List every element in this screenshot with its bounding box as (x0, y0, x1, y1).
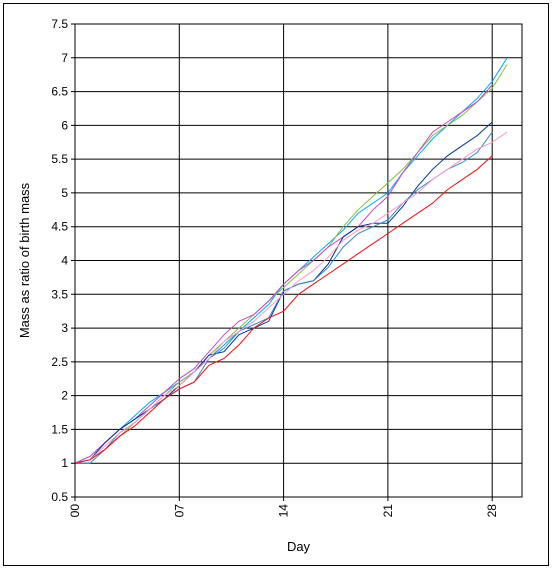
x-tick-label: 28 (485, 504, 499, 518)
x-axis-title: Day (287, 539, 311, 554)
series-line-3 (74, 84, 493, 464)
y-axis-title: Mass as ratio of birth mass (17, 182, 32, 338)
series-line-2 (74, 64, 508, 464)
chart-frame (3, 3, 549, 566)
x-tick-label: 14 (277, 504, 291, 518)
y-tick-label: 2.5 (51, 355, 68, 369)
x-tick-label: 07 (172, 504, 186, 518)
grid (71, 23, 522, 501)
plot-area-border (74, 23, 523, 498)
y-tick-label: 6.5 (51, 85, 68, 99)
y-tick-label: 5.5 (51, 152, 68, 166)
series-line-6 (74, 131, 508, 464)
y-tick-label: 6 (61, 118, 68, 132)
series-lines (74, 57, 508, 464)
y-tick-label: 2 (61, 389, 68, 403)
y-tick-label: 7 (61, 51, 68, 65)
y-tick-label: 7.5 (51, 17, 68, 31)
y-tick-label: 1 (61, 456, 68, 470)
y-tick-label: 3.5 (51, 287, 68, 301)
tick-labels: 0.5 1 1.5 2 2.5 3 3.5 4 4.5 5 5.5 6 6.5 7 7.5 00 07 14 21 2… (51, 17, 499, 517)
y-tick-label: 4 (61, 254, 68, 268)
series-line-7 (74, 155, 493, 464)
x-tick-label: 21 (381, 504, 395, 518)
x-tick-label: 00 (68, 504, 82, 518)
y-tick-label: 5 (61, 186, 68, 200)
y-tick-label: 0.5 (51, 490, 68, 504)
y-tick-label: 1.5 (51, 422, 68, 436)
y-tick-label: 3 (61, 321, 68, 335)
y-tick-label: 4.5 (51, 220, 68, 234)
